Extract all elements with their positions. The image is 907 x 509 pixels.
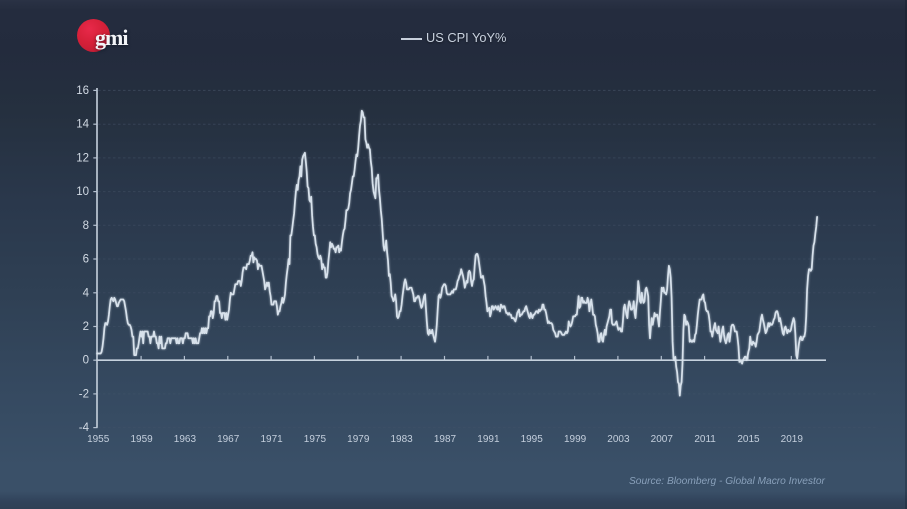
svg-text:16: 16 [76,85,89,97]
svg-text:-4: -4 [79,422,90,434]
svg-text:1967: 1967 [217,434,240,445]
svg-text:8: 8 [83,220,89,232]
svg-text:2015: 2015 [737,434,760,445]
svg-text:1999: 1999 [564,434,587,445]
svg-text:2019: 2019 [781,434,804,445]
svg-text:1979: 1979 [347,434,370,445]
svg-text:1995: 1995 [521,434,544,445]
svg-text:1959: 1959 [130,434,153,445]
svg-text:1983: 1983 [390,434,413,445]
svg-text:12: 12 [76,152,89,164]
svg-text:2007: 2007 [651,434,674,445]
svg-text:10: 10 [76,186,89,198]
svg-text:1987: 1987 [434,434,457,445]
svg-text:6: 6 [83,254,89,266]
svg-text:1991: 1991 [477,434,500,445]
svg-text:2011: 2011 [694,434,716,445]
svg-text:1963: 1963 [174,434,197,445]
svg-text:-2: -2 [79,388,89,400]
svg-text:0: 0 [83,355,89,367]
svg-text:1955: 1955 [87,434,110,445]
svg-text:1971: 1971 [260,434,283,445]
svg-text:1975: 1975 [304,434,327,445]
svg-text:2003: 2003 [607,434,630,445]
svg-text:14: 14 [76,119,89,131]
svg-text:2: 2 [83,321,89,333]
svg-text:4: 4 [83,287,90,299]
